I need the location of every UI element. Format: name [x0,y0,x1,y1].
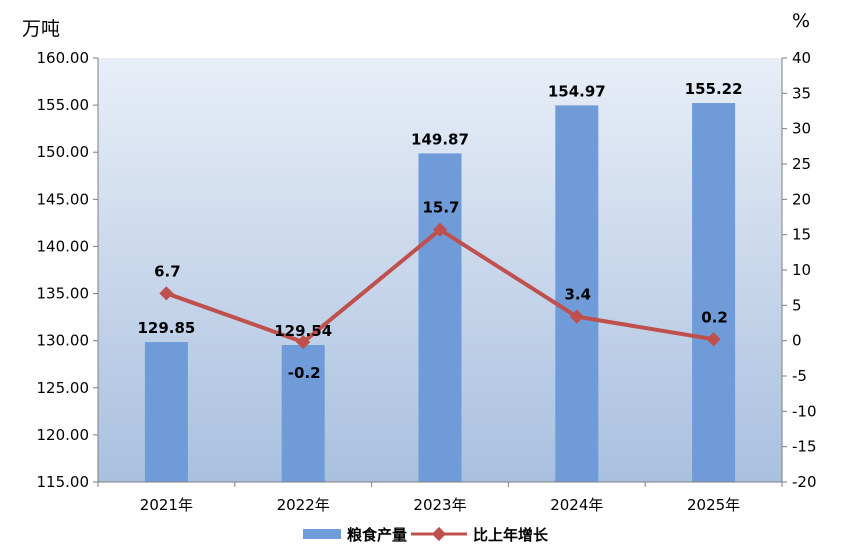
x-tick-label: 2024年 [550,496,603,514]
x-tick-label: 2022年 [277,496,330,514]
line-point [432,222,448,237]
x-tick-label: 2021年 [140,496,193,514]
data-labels: 129.85 129.54 149.87 154.97 155.22 6.7 -0.2 15.… [137,80,742,382]
bar [692,103,736,483]
bar [144,342,188,482]
right-tick-label: 10 [792,261,811,279]
line-series [159,222,721,350]
line-data-label: 15.7 [422,199,459,217]
bar-series [144,103,736,483]
right-tick-label: 15 [792,226,811,244]
left-tick-label: 155.00 [37,96,90,114]
line-point [159,286,174,301]
legend-line-label: 比上年增长 [473,525,549,544]
left-tick-label: 120.00 [37,426,90,444]
left-tick-label: 145.00 [37,190,90,208]
line-point [706,332,721,347]
x-tick-label: 2025年 [687,496,740,514]
right-tick-label: 35 [792,84,811,102]
right-tick-label: 30 [792,120,811,138]
right-tick-label: 20 [792,190,811,208]
bar-data-label: 155.22 [685,80,743,98]
right-axis-unit: % [792,10,811,32]
left-tick-label: 160.00 [37,49,90,67]
left-tick-label: 125.00 [37,379,90,397]
bar-data-label: 129.85 [137,319,195,337]
legend-bar-label: 粮食产量 [346,525,407,544]
right-tick-label: 5 [792,296,802,314]
bar [281,345,325,482]
bar-data-label: 129.54 [274,322,332,340]
line-data-label: 3.4 [565,286,592,304]
left-tick-label: 115.00 [37,473,90,491]
left-tick-label: 150.00 [37,143,90,161]
right-axis: -20 -15 -10 -5 0 5 10 15 20 25 30 35 40 [781,49,817,491]
line-data-label: 6.7 [154,262,181,280]
left-axis-unit: 万吨 [22,18,61,40]
x-axis: 2021年 2022年 2023年 2024年 2025年 [97,481,783,514]
right-tick-label: 0 [792,332,802,350]
left-tick-label: 130.00 [37,332,90,350]
legend-item-bar: 粮食产量 [302,524,407,545]
right-tick-label: -15 [792,438,817,456]
right-tick-label: 40 [792,49,811,67]
right-tick-label: -10 [792,402,817,420]
bar-data-label: 154.97 [548,82,606,100]
right-tick-label: -5 [792,367,807,385]
legend-line-swatch [411,526,467,542]
left-tick-label: 140.00 [37,237,90,255]
legend-item-line: 比上年增长 [411,524,548,545]
bar [418,153,462,482]
bar [555,105,599,483]
left-tick-label: 135.00 [37,285,90,303]
legend-bar-swatch [302,529,341,539]
legend: 粮食产量 比上年增长 [0,522,851,546]
right-tick-label: -20 [792,473,817,491]
bar-data-label: 149.87 [411,130,469,148]
line-point [569,309,584,324]
line-point [296,335,311,350]
right-tick-label: 25 [792,155,811,173]
left-axis: 115.00 120.00 125.00 130.00 135.00 140.00 145.… [37,49,99,491]
x-tick-label: 2023年 [413,496,466,514]
line-data-label: 0.2 [701,308,728,326]
line-data-label: -0.2 [288,364,321,382]
